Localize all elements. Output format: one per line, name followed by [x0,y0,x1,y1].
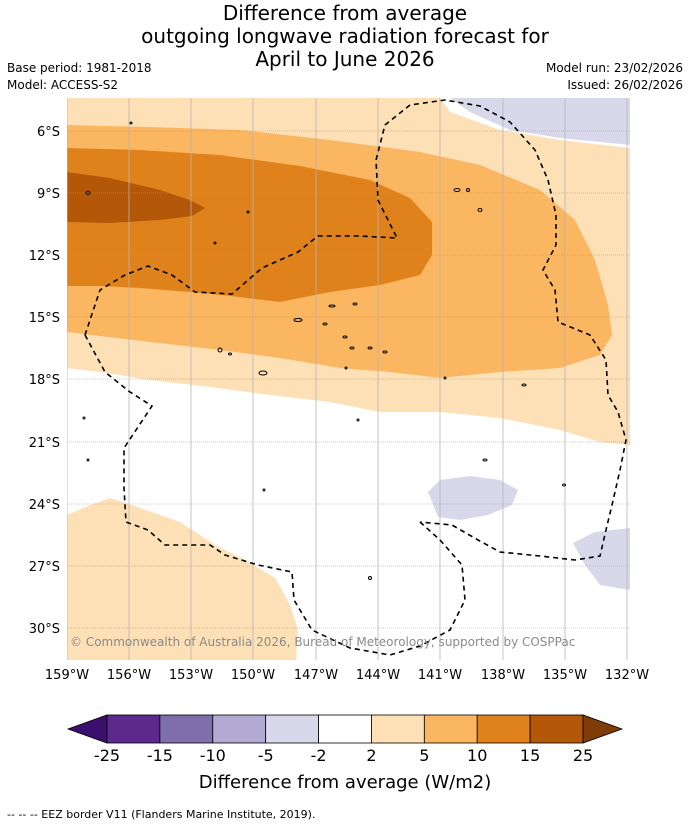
colorbar-segment [371,714,425,744]
lon-label: 144°W [356,668,400,683]
colorbar-tick-label: 15 [520,746,540,765]
lon-label: 135°W [543,668,587,683]
lat-label: 18°S [29,373,60,388]
eez-border-southern [84,334,466,656]
lat-label: 30°S [29,622,60,637]
model-run: Model run: 23/02/2026 [545,61,683,75]
base-period: Base period: 1981-2018 [7,61,152,75]
colorbar-tick-label: 25 [573,746,593,765]
colorbar-tick-label: 2 [366,746,376,765]
colorbar-title: Difference from average (W/m2) [199,772,491,793]
lon-labels: 159°W 156°W 153°W 150°W 147°W 144°W 141°… [45,668,649,683]
colorbar-segment [212,714,267,744]
colorbar-ticks: -25 -15 -10 -5 -2 2 5 10 15 25 [94,746,593,765]
meta-left: Base period: 1981-2018 Model: ACCESS-S2 [7,60,152,94]
colorbar-extend-high [582,714,624,744]
colorbar-tick-label: -15 [147,746,173,765]
eez-border-cook-islands [84,99,627,561]
lat-labels: 6°S 9°S 12°S 15°S 18°S 21°S 24°S 27°S 30… [29,125,60,637]
colorbar-tick-label: 5 [419,746,429,765]
anomaly-region-15-25 [67,172,205,223]
colorbar-tick-label: 10 [467,746,487,765]
lat-label: 9°S [37,187,60,202]
lat-label: 15°S [29,311,60,326]
colorbar: -25 -15 -10 -5 -2 2 5 10 15 25 Difference from av… [66,714,624,793]
colorbar-segment [476,714,531,744]
title-line-3: April to June 2026 [255,47,435,71]
chart-title: Difference from average outgoing longwav… [0,2,690,71]
copyright-notice: © Commonwealth of Australia 2026, Bureau… [70,635,575,649]
issued-date: Issued: 26/02/2026 [567,78,683,92]
map-area: © Commonwealth of Australia 2026, Bureau… [67,98,630,660]
colorbar-tick-label: -2 [311,746,327,765]
lon-label: 150°W [231,668,275,683]
colorbar-segment [106,714,161,744]
colorbar-segment [529,714,584,744]
anomaly-region-10-15 [67,148,432,302]
lat-label: 6°S [37,125,60,140]
colorbar-tick-label: -10 [200,746,226,765]
islands [82,121,566,580]
anomaly-region-neg-5-2-se [573,528,630,590]
lat-label: 21°S [29,436,60,451]
colorbar-segment [265,714,319,744]
lat-label: 24°S [29,498,60,513]
anomaly-region-2-5-sw [67,498,298,660]
lon-label: 141°W [418,668,462,683]
lon-label: 132°W [605,668,649,683]
colorbar-segment [423,714,478,744]
colorbar-tick-label: -25 [94,746,120,765]
anomaly-region-neg-5-2-ne [450,98,630,145]
lon-label: 153°W [169,668,213,683]
title-line-2: outgoing longwave radiation forecast for [141,24,549,48]
anomaly-region-neg-5-2-center [428,476,518,520]
title-line-1: Difference from average [222,1,468,25]
lon-label: 147°W [294,668,338,683]
eez-footnote: -- -- -- EEZ border V11 (Flanders Marine… [7,808,316,821]
colorbar-tick-label: -5 [258,746,274,765]
colorbar-segment [318,714,372,744]
colorbar-segments [106,714,584,744]
colorbar-extend-low [66,714,108,744]
lat-label: 12°S [29,249,60,264]
model-name: Model: ACCESS-S2 [7,78,119,92]
lon-label: 159°W [45,668,89,683]
lon-label: 138°W [481,668,525,683]
lat-label: 27°S [29,560,60,575]
meta-right: Model run: 23/02/2026 Issued: 26/02/2026 [546,60,683,94]
lon-label: 156°W [107,668,151,683]
colorbar-segment [159,714,214,744]
